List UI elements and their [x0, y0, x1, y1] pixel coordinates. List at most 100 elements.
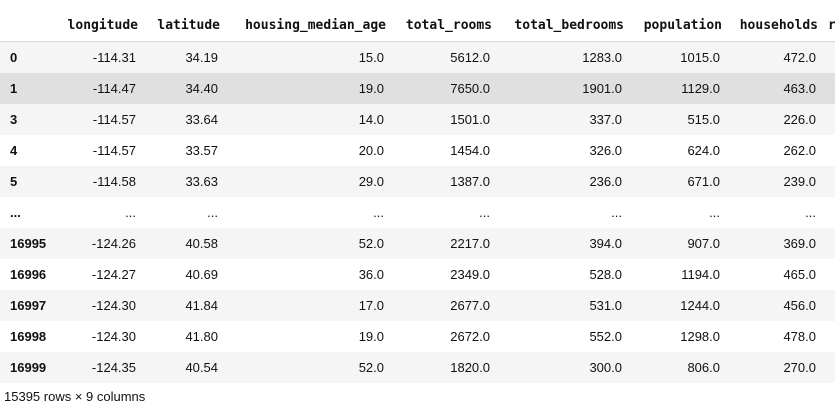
table-cell-housing-median-age: 20.0: [358, 143, 384, 158]
table-cell-latitude: 40.54: [185, 360, 218, 375]
table-cell-total-bedrooms: 531.0: [589, 298, 622, 313]
truncated-cell: [824, 290, 835, 321]
table-cell-latitude: 40.69: [185, 267, 218, 282]
column-header-households: households: [728, 10, 824, 42]
table-cell-housing-median-age: 14.0: [358, 112, 384, 127]
table-cell-housing-median-age: 19.0: [358, 329, 384, 344]
table-cell-total-bedrooms: 300.0: [589, 360, 622, 375]
dataframe-table: longitude latitude housing_median_age total…: [0, 10, 835, 383]
table-cell-households: 270.0: [783, 360, 816, 375]
table-cell-total-rooms: 2672.0: [450, 329, 490, 344]
table-cell-population: 1194.0: [681, 267, 720, 282]
table-row[interactable]: 16997 -124.30 41.84 17.0 2677.0 531.0 1244.0 45…: [0, 290, 835, 321]
table-row[interactable]: 0 -114.31 34.19 15.0 5612.0 1283.0 1015.0 472.0: [0, 41, 835, 74]
table-cell-total-rooms: 1501.0: [450, 112, 490, 127]
table-cell-longitude: -114.58: [92, 174, 136, 189]
table-cell-housing-median-age: 17.0: [358, 298, 384, 313]
table-cell-total-rooms: 1820.0: [450, 360, 490, 375]
truncated-cell: [824, 228, 835, 259]
row-index-cell: 1: [10, 81, 18, 96]
row-index-cell: 5: [10, 174, 18, 189]
table-cell-total-bedrooms: 528.0: [589, 267, 622, 282]
table-cell-total-rooms: 1454.0: [450, 143, 490, 158]
table-body: 0 -114.31 34.19 15.0 5612.0 1283.0 1015.0 472.0…: [0, 41, 835, 383]
table-cell-longitude: -114.47: [92, 81, 136, 96]
table-cell-housing-median-age: 29.0: [358, 174, 384, 189]
table-cell-longitude: -124.27: [91, 267, 136, 282]
table-cell-latitude: 41.80: [185, 329, 218, 344]
column-header-total-rooms: total_rooms: [392, 10, 498, 42]
table-cell-households: 463.0: [783, 81, 816, 96]
index-header: [0, 10, 58, 42]
table-cell-longitude: -124.30: [91, 329, 136, 344]
truncated-cell: [824, 135, 835, 166]
table-cell-population: 907.0: [687, 236, 720, 251]
table-cell-longitude: -124.35: [91, 360, 136, 375]
table-cell-households: 465.0: [783, 267, 816, 282]
table-cell-total-rooms: 2677.0: [450, 298, 490, 313]
table-cell-population: 1244.0: [680, 298, 720, 313]
table-cell-households: 369.0: [783, 236, 816, 251]
table-cell-latitude: 34.19: [185, 50, 218, 65]
table-row[interactable]: 16995 -124.26 40.58 52.0 2217.0 394.0 907.0 369…: [0, 228, 835, 259]
table-cell-housing-median-age: 19.0: [358, 81, 384, 96]
table-cell-total-rooms: 7650.0: [450, 81, 490, 96]
column-header-latitude: latitude: [144, 10, 226, 42]
truncated-cell: [824, 104, 835, 135]
table-cell-population: 1129.0: [681, 81, 720, 96]
table-cell-latitude: 33.64: [185, 112, 218, 127]
table-row[interactable]: 1 -114.47 34.40 19.0 7650.0 1901.0 1129.0 463.0: [0, 73, 835, 104]
table-cell-total-bedrooms: 1283.0: [582, 50, 622, 65]
table-shape-footer: 15395 rows × 9 columns: [4, 389, 146, 404]
column-header-truncated: r: [824, 10, 835, 42]
table-cell-households: 456.0: [783, 298, 816, 313]
table-cell-population: 1298.0: [680, 329, 720, 344]
table-cell-housing-median-age: 36.0: [358, 267, 384, 282]
table-cell-population: 1015.0: [680, 50, 720, 65]
table-cell-total-bedrooms: 1901.0: [582, 81, 622, 96]
table-cell-population: ...: [709, 205, 720, 220]
table-cell-total-bedrooms: 326.0: [589, 143, 622, 158]
table-cell-total-bedrooms: 337.0: [589, 112, 622, 127]
table-cell-total-bedrooms: 552.0: [589, 329, 622, 344]
row-index-cell: 16995: [10, 236, 47, 251]
table-cell-population: 515.0: [687, 112, 720, 127]
row-index-cell: 0: [10, 50, 18, 65]
row-index-cell: 4: [10, 143, 18, 158]
row-index-cell: ...: [10, 205, 21, 220]
table-cell-longitude: -124.26: [91, 236, 136, 251]
table-row[interactable]: ........................: [0, 197, 835, 228]
table-cell-households: 239.0: [783, 174, 816, 189]
table-row[interactable]: 16999 -124.35 40.54 52.0 1820.0 300.0 806.0 270…: [0, 352, 835, 383]
table-row[interactable]: 16998 -124.30 41.80 19.0 2672.0 552.0 1298.0 47…: [0, 321, 835, 352]
table-cell-households: 478.0: [783, 329, 816, 344]
table-cell-total-rooms: 5612.0: [450, 50, 490, 65]
row-index-cell: 3: [10, 112, 18, 127]
table-row[interactable]: 3 -114.57 33.64 14.0 1501.0 337.0 515.0 226.0: [0, 104, 835, 135]
table-row[interactable]: 4 -114.57 33.57 20.0 1454.0 326.0 624.0 262.0: [0, 135, 835, 166]
truncated-cell: [824, 197, 835, 228]
table-cell-housing-median-age: ...: [373, 205, 384, 220]
table-cell-households: 226.0: [783, 112, 816, 127]
table-row[interactable]: 5 -114.58 33.63 29.0 1387.0 236.0 671.0 239.0: [0, 166, 835, 197]
table-row[interactable]: 16996 -124.27 40.69 36.0 2349.0 528.0 1194.0 46…: [0, 259, 835, 290]
table-cell-latitude: 34.40: [185, 81, 218, 96]
row-index-cell: 16997: [10, 298, 47, 313]
table-cell-households: 472.0: [783, 50, 816, 65]
table-cell-longitude: -114.57: [92, 112, 136, 127]
table-cell-longitude: -114.57: [92, 143, 136, 158]
table-cell-total-rooms: 2217.0: [450, 236, 490, 251]
table-cell-population: 806.0: [687, 360, 720, 375]
table-cell-latitude: 33.57: [185, 143, 218, 158]
row-index-cell: 16996: [10, 267, 47, 282]
table-cell-households: ...: [805, 205, 816, 220]
table-cell-longitude: -124.30: [91, 298, 136, 313]
table-cell-total-rooms: 2349.0: [450, 267, 490, 282]
row-index-cell: 16998: [10, 329, 47, 344]
table-cell-housing-median-age: 52.0: [358, 236, 384, 251]
table-cell-latitude: ...: [207, 205, 218, 220]
truncated-cell: [824, 42, 835, 74]
table-header-row: longitude latitude housing_median_age total…: [0, 10, 835, 42]
table-cell-households: 262.0: [783, 143, 816, 158]
